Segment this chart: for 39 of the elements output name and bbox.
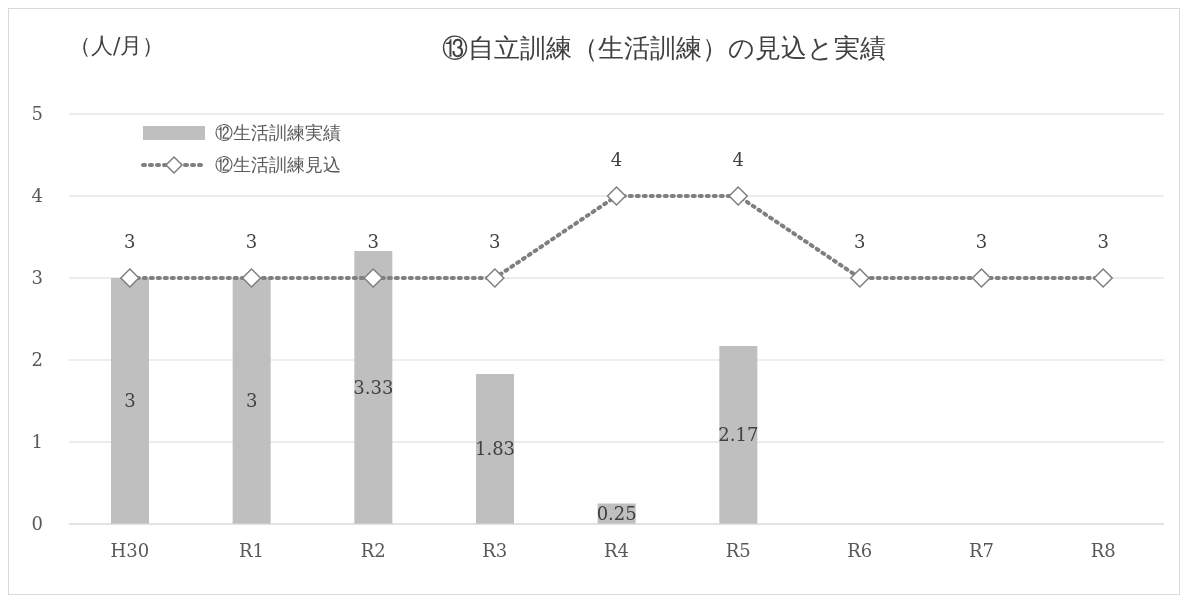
x-tick-label: R7 <box>968 539 995 561</box>
y-axis-title: （人/月） <box>69 32 165 60</box>
data-label: 3.33 <box>353 376 394 398</box>
y-tick-label: 5 <box>31 103 43 125</box>
bar <box>354 250 393 524</box>
data-label: 3 <box>1097 231 1109 252</box>
data-label: 3 <box>854 231 866 252</box>
y-tick-label: 2 <box>31 349 43 371</box>
bar <box>476 373 514 524</box>
data-label: 3 <box>975 231 988 252</box>
x-tick-label: R1 <box>238 539 265 561</box>
bar <box>111 278 149 524</box>
data-label: 1.83 <box>474 438 516 460</box>
y-tick-label: 3 <box>31 267 43 289</box>
data-label: 3 <box>245 390 258 412</box>
legend-label: ⑫生活訓練実績 <box>215 121 341 145</box>
x-tick-label: R3 <box>482 539 508 561</box>
chart-title: ⑬自立訓練（生活訓練）の見込と実績 <box>442 33 886 63</box>
y-tick-label: 4 <box>31 185 43 207</box>
data-label: 3 <box>245 231 258 252</box>
x-tick-label: R8 <box>1090 539 1116 561</box>
x-tick-label: R6 <box>847 539 873 561</box>
y-tick-label: 0 <box>31 513 43 535</box>
data-label: 3 <box>489 231 501 252</box>
x-tick-label: R5 <box>725 539 751 561</box>
data-label: 0.25 <box>596 503 637 525</box>
data-label: 3 <box>367 231 379 252</box>
x-tick-label: R4 <box>603 539 630 561</box>
x-tick-label: H30 <box>110 539 150 561</box>
data-label: 3 <box>124 231 136 252</box>
legend-label: ⑫生活訓練見込 <box>215 153 341 177</box>
data-label: 2.17 <box>718 424 759 446</box>
data-label: 4 <box>610 149 623 170</box>
x-tick-label: R2 <box>360 539 386 561</box>
data-label: 4 <box>732 149 744 170</box>
data-label: 3 <box>124 390 136 412</box>
bar <box>232 278 271 524</box>
y-tick-label: 1 <box>31 431 43 453</box>
bar <box>719 346 758 524</box>
